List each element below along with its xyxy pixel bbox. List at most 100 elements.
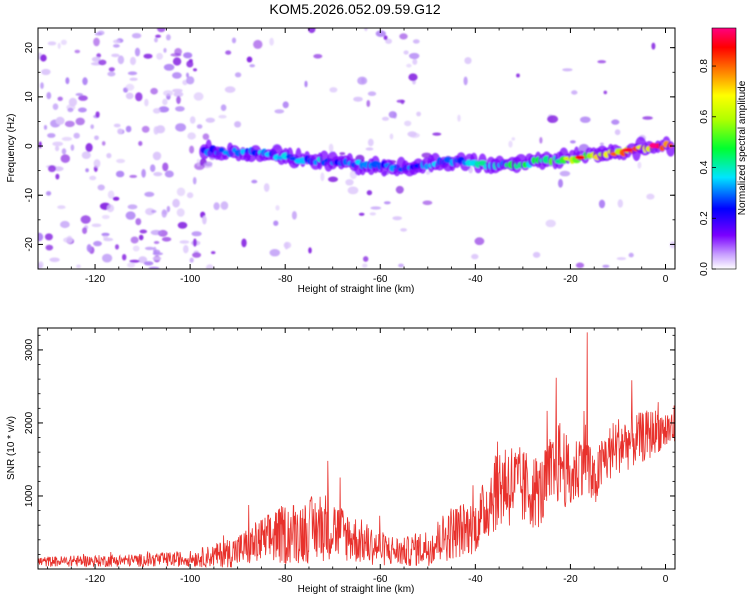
noise-blob	[304, 80, 308, 88]
ridge-peak	[574, 155, 585, 160]
noise-blob	[225, 50, 232, 55]
noise-blob	[175, 123, 187, 132]
noise-blob	[115, 244, 119, 250]
noise-blob	[38, 232, 44, 242]
noise-blob	[138, 234, 144, 241]
noise-blob	[176, 187, 186, 197]
noise-blob	[457, 114, 461, 122]
noise-blob	[177, 221, 188, 229]
noise-blob	[47, 41, 57, 46]
noise-blob	[135, 92, 143, 102]
noise-blob	[172, 198, 180, 208]
noise-blob	[651, 42, 656, 50]
ridge-core	[218, 147, 225, 153]
ridge-core	[548, 157, 554, 166]
noise-blob	[152, 108, 161, 114]
noise-blob	[367, 138, 374, 147]
noise-blob	[403, 50, 409, 55]
noise-blob	[224, 86, 236, 93]
noise-blob	[139, 229, 148, 234]
noise-blob	[82, 227, 88, 235]
noise-blob	[570, 140, 576, 144]
noise-blob	[45, 244, 54, 251]
noise-blob	[65, 77, 70, 85]
noise-blob	[96, 53, 102, 58]
colorbar-tick-label: 0.4	[699, 160, 710, 174]
figure-title: KOM5.2026.052.09.59.G12	[269, 1, 440, 17]
noise-blob	[308, 247, 312, 254]
noise-blob	[73, 132, 80, 139]
x-tick-label: -20	[563, 574, 578, 585]
noise-blob	[580, 116, 591, 123]
noise-blob	[141, 168, 146, 178]
noise-blob	[117, 55, 125, 65]
noise-blob	[131, 33, 142, 39]
noise-blob	[432, 132, 442, 136]
noise-blob	[117, 128, 123, 135]
noise-blob	[396, 99, 406, 103]
noise-blob	[363, 256, 369, 262]
noise-blob	[370, 206, 382, 210]
noise-blob	[617, 199, 623, 208]
noise-blob	[125, 211, 136, 220]
noise-blob	[43, 125, 48, 130]
noise-blob	[416, 111, 421, 117]
noise-blob	[211, 251, 216, 255]
noise-blob	[408, 73, 418, 81]
colorbar-frame	[711, 27, 737, 270]
noise-blob	[176, 208, 185, 217]
noise-blob	[575, 262, 585, 269]
noise-blob	[220, 201, 229, 210]
x-tick-label: -100	[180, 274, 200, 285]
x-tick-label: -20	[563, 274, 578, 285]
noise-blob	[94, 32, 103, 36]
noise-blob	[206, 264, 214, 269]
noise-blob	[90, 124, 94, 129]
noise-blob	[213, 202, 220, 211]
colorbar-tick-label: 0.2	[699, 211, 710, 225]
noise-blob	[194, 162, 205, 170]
noise-blob	[116, 158, 126, 164]
noise-blob	[471, 253, 479, 260]
noise-blob	[132, 245, 140, 252]
noise-blob	[253, 39, 263, 49]
noise-blob	[52, 103, 59, 110]
noise-blob	[599, 142, 604, 146]
y-tick-label: 10	[24, 91, 35, 103]
x-tick-label: 0	[663, 574, 669, 585]
noise-blob	[134, 47, 141, 57]
y-tick-label: 2000	[24, 411, 35, 434]
x-tick-label: -100	[180, 574, 200, 585]
noise-blob	[196, 124, 203, 129]
noise-blob	[241, 238, 247, 248]
noise-blob	[122, 254, 127, 261]
noise-blob	[383, 35, 388, 40]
ridge-peak	[622, 148, 633, 152]
noise-blob	[61, 148, 67, 155]
noise-blob	[98, 59, 107, 66]
noise-blob	[558, 178, 563, 188]
noise-blob	[144, 98, 149, 107]
noise-blob	[66, 235, 73, 244]
noise-blob	[381, 116, 390, 121]
noise-blob	[163, 90, 174, 97]
noise-blob	[362, 263, 368, 268]
noise-blob	[263, 183, 270, 192]
noise-blob	[129, 174, 138, 178]
noise-blob	[474, 237, 485, 246]
x-tick-label: -80	[278, 274, 293, 285]
snr-ticks: -120 -100 -80 -60 -40 -20 0 1000 2000 3000	[24, 328, 675, 585]
noise-blob	[320, 172, 325, 182]
noise-blob	[353, 96, 363, 102]
noise-blob	[55, 116, 65, 125]
noise-blob	[162, 98, 168, 106]
noise-blob	[388, 111, 397, 119]
noise-blob	[93, 37, 100, 47]
noise-blob	[75, 117, 85, 126]
noise-blob	[48, 165, 56, 173]
noise-blob	[161, 209, 167, 218]
noise-blob	[144, 246, 155, 251]
noise-blob	[339, 152, 346, 156]
noise-blob	[183, 52, 193, 59]
